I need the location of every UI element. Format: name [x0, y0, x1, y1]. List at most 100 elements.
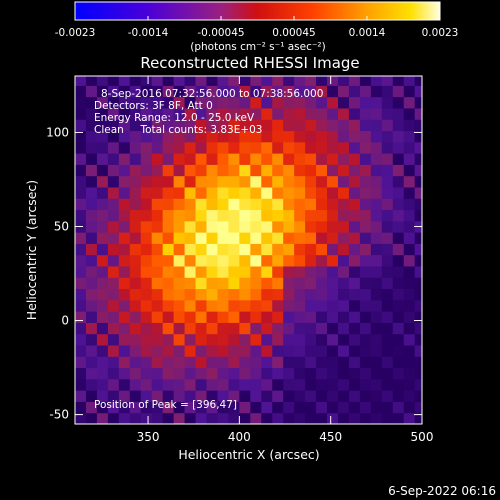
heatmap-cell	[392, 232, 405, 244]
heatmap-cell	[239, 175, 251, 188]
heatmap-cell	[348, 277, 361, 290]
heatmap-cell	[327, 164, 339, 177]
heatmap-cell	[294, 96, 306, 109]
heatmap-cell	[151, 232, 164, 244]
heatmap-cell	[250, 76, 262, 86]
heatmap-cell	[129, 175, 142, 188]
heatmap-cell	[348, 367, 361, 380]
heatmap-cell	[217, 378, 229, 391]
heatmap-cell	[173, 344, 186, 357]
heatmap-cell	[206, 85, 218, 98]
heatmap-cell	[327, 299, 339, 312]
heatmap-cell	[173, 175, 186, 188]
heatmap-cell	[272, 107, 284, 120]
heatmap-cell	[392, 164, 405, 177]
heatmap-cell	[316, 141, 328, 154]
heatmap-cell	[261, 76, 273, 86]
heatmap-cell	[140, 299, 153, 312]
heatmap-cell	[107, 130, 120, 143]
heatmap-cell	[283, 288, 295, 301]
heatmap-cell	[327, 356, 339, 369]
heatmap-cell	[381, 390, 394, 402]
heatmap-cell	[85, 130, 98, 143]
heatmap-cell	[359, 356, 372, 369]
heatmap-cell	[118, 390, 131, 402]
heatmap-cell	[403, 209, 416, 222]
heatmap-cell	[85, 333, 98, 346]
heatmap-cell	[85, 265, 98, 278]
heatmap-cell	[184, 243, 197, 256]
heatmap-cell	[107, 220, 120, 233]
heatmap-cell	[151, 175, 164, 188]
heatmap-cell	[392, 367, 405, 380]
heatmap-cell	[250, 265, 262, 278]
heatmap-cell	[261, 130, 273, 143]
heatmap-cell	[294, 141, 306, 154]
heatmap-cell	[272, 119, 284, 132]
heatmap-cell	[359, 322, 372, 335]
heatmap-cell	[305, 277, 317, 290]
heatmap-cell	[348, 96, 361, 109]
heatmap-cell	[316, 288, 328, 301]
heatmap-cell	[294, 344, 306, 357]
heatmap-cell	[250, 232, 262, 244]
heatmap-cell	[140, 220, 153, 233]
heatmap-cell	[206, 378, 218, 391]
heatmap-cell	[173, 322, 186, 335]
heatmap-cell	[250, 311, 262, 323]
heatmap-cell	[283, 333, 295, 346]
heatmap-cell	[140, 232, 153, 244]
heatmap-cell	[184, 322, 197, 335]
heatmap-cell	[283, 277, 295, 290]
heatmap-cell	[414, 164, 422, 177]
heatmap-cell	[140, 209, 153, 222]
heatmap-cell	[206, 412, 218, 424]
heatmap-cell	[370, 356, 383, 369]
heatmap-cell	[337, 265, 350, 278]
heatmap-cell	[305, 220, 317, 233]
heatmap-cell	[250, 344, 262, 357]
heatmap-cell	[348, 175, 361, 188]
heatmap-cell	[283, 401, 295, 414]
heatmap-cell	[250, 288, 262, 301]
heatmap-cell	[96, 367, 109, 380]
heatmap-cell	[305, 367, 317, 380]
heatmap-cell	[261, 265, 273, 278]
heatmap-cell	[305, 254, 317, 267]
chart-title: Reconstructed RHESSI Image	[140, 54, 359, 72]
heatmap-cell	[162, 175, 175, 188]
heatmap-cell	[239, 107, 251, 120]
heatmap-cell	[206, 119, 218, 132]
heatmap-cell	[359, 153, 372, 165]
heatmap-cell	[359, 367, 372, 380]
heatmap-cell	[283, 130, 295, 143]
heatmap-cell	[140, 243, 153, 256]
heatmap-cell	[96, 299, 109, 312]
heatmap-cell	[348, 107, 361, 120]
heatmap-cell	[195, 333, 207, 346]
x-tick-label: 400	[228, 430, 251, 444]
heatmap-cell	[162, 344, 175, 357]
heatmap-cell	[327, 367, 339, 380]
heatmap-cell	[118, 311, 131, 323]
heatmap-cell	[162, 119, 175, 132]
heatmap-cell	[107, 277, 120, 290]
heatmap-cell	[206, 76, 218, 86]
heatmap-cell	[337, 186, 350, 199]
heatmap-cell	[96, 322, 109, 335]
heatmap-cell	[261, 232, 273, 244]
heatmap-cell	[206, 130, 218, 143]
heatmap-cell	[140, 367, 153, 380]
heatmap-cell	[294, 107, 306, 120]
heatmap-cell	[283, 265, 295, 278]
heatmap-cell	[85, 322, 98, 335]
heatmap-cell	[348, 378, 361, 391]
heatmap-cell	[118, 378, 131, 391]
heatmap-cell	[294, 243, 306, 256]
heatmap-cell	[250, 277, 262, 290]
heatmap-cell	[272, 322, 284, 335]
heatmap-cell	[305, 265, 317, 278]
heatmap-cell	[392, 119, 405, 132]
heatmap-cell	[118, 265, 131, 278]
axis-ticks: 350 400 450 500 -50 0 50 100	[46, 76, 433, 444]
